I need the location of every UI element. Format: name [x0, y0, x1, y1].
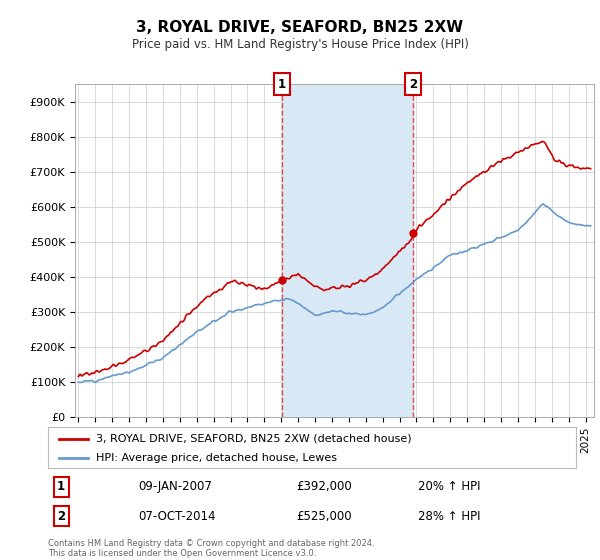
Text: 07-OCT-2014: 07-OCT-2014 [138, 510, 215, 523]
Text: 1: 1 [57, 480, 65, 493]
Text: 1: 1 [278, 77, 286, 91]
Text: £392,000: £392,000 [296, 480, 352, 493]
Text: 3, ROYAL DRIVE, SEAFORD, BN25 2XW: 3, ROYAL DRIVE, SEAFORD, BN25 2XW [136, 20, 464, 35]
Text: 20% ↑ HPI: 20% ↑ HPI [418, 480, 480, 493]
Text: 2: 2 [57, 510, 65, 523]
Text: Contains HM Land Registry data © Crown copyright and database right 2024.
This d: Contains HM Land Registry data © Crown c… [48, 539, 374, 558]
Text: 09-JAN-2007: 09-JAN-2007 [138, 480, 212, 493]
Text: £525,000: £525,000 [296, 510, 352, 523]
Text: 2: 2 [409, 77, 417, 91]
Bar [282, 84, 413, 417]
Text: 28% ↑ HPI: 28% ↑ HPI [418, 510, 480, 523]
Text: Price paid vs. HM Land Registry's House Price Index (HPI): Price paid vs. HM Land Registry's House … [131, 38, 469, 51]
Text: 3, ROYAL DRIVE, SEAFORD, BN25 2XW (detached house): 3, ROYAL DRIVE, SEAFORD, BN25 2XW (detac… [95, 433, 411, 444]
Text: HPI: Average price, detached house, Lewes: HPI: Average price, detached house, Lewe… [95, 452, 337, 463]
